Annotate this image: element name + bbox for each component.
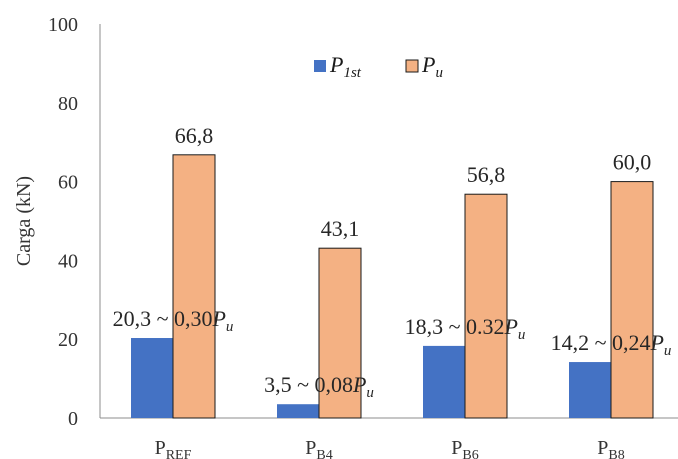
y-tick-label: 0	[68, 408, 78, 430]
bar-pu-ref	[172, 154, 216, 419]
legend-label: Pu	[421, 52, 443, 81]
data-label-pu: 43,1	[321, 216, 360, 241]
legend: P1st Pu	[314, 52, 443, 81]
y-tick-label: 100	[48, 14, 78, 36]
data-labels: 66,8 20,3 ~ 0,30Pu 43,1 3,5 ~ 0,08Pu 56,8 18,…	[113, 123, 672, 401]
bar-p1st-b8	[569, 362, 611, 418]
data-label-pu: 60,0	[613, 150, 652, 175]
x-tick-label: PB6	[451, 437, 478, 459]
x-tick-label: PB4	[305, 437, 332, 459]
bars	[131, 154, 654, 419]
data-label-pu: 56,8	[467, 162, 506, 187]
x-tick-label: PREF	[155, 437, 192, 459]
legend-swatch	[314, 60, 326, 72]
bar-pu-b8	[610, 181, 654, 419]
data-label-p1st: 20,3 ~ 0,30Pu	[113, 306, 234, 335]
data-label-p1st: 14,2 ~ 0,24Pu	[551, 330, 672, 359]
data-label-p1st: 3,5 ~ 0,08Pu	[264, 372, 374, 401]
data-label-pu: 66,8	[175, 123, 214, 148]
y-tick-label: 80	[58, 93, 78, 115]
bar-p1st-b4	[277, 404, 319, 418]
legend-label: P1st	[329, 52, 362, 81]
bar-pu-b4	[318, 247, 362, 419]
bar-p1st-ref	[131, 338, 173, 418]
legend-swatch	[405, 59, 419, 73]
x-tick-label: PB8	[597, 437, 624, 459]
y-tick-label: 20	[58, 329, 78, 351]
axes: 0 20 40 60 80 100 Carga (kN) PREF PB4 PB6 PB8	[13, 14, 678, 459]
bar-p1st-b6	[423, 345, 465, 418]
y-tick-label: 40	[58, 250, 78, 272]
y-tick-label: 60	[58, 172, 78, 194]
data-label-p1st: 18,3 ~ 0.32Pu	[405, 314, 526, 343]
y-axis-title: Carga (kN)	[13, 176, 35, 266]
bar-pu-b6	[464, 193, 508, 419]
